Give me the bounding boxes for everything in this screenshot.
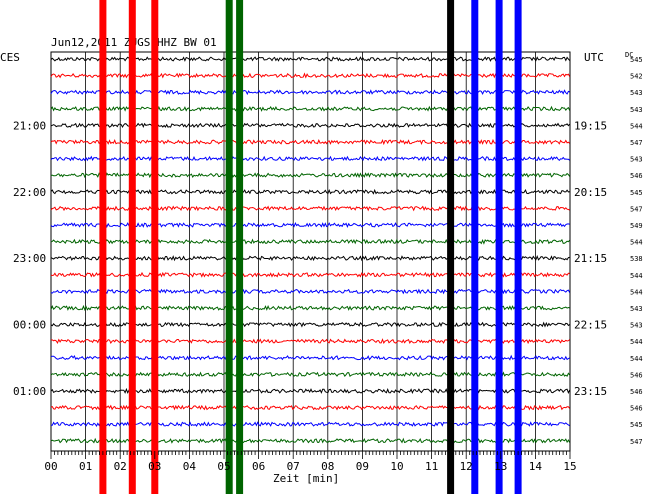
- trace-line: [50, 72, 571, 79]
- dc-offset-label: 543: [630, 89, 643, 97]
- dc-offset-label: 543: [630, 156, 643, 164]
- left-hour-label: 01:00: [13, 385, 46, 398]
- event-band: [471, 0, 479, 494]
- right-unit-label: DC: [625, 51, 633, 59]
- left-hour-label: 21:00: [13, 119, 46, 132]
- dc-offset-label: 547: [630, 139, 643, 147]
- event-band: [514, 0, 522, 494]
- trace-line: [50, 105, 571, 112]
- dc-offset-label: 544: [630, 338, 643, 346]
- dc-offset-label: 544: [630, 272, 643, 280]
- x-tick-label: 01: [79, 460, 92, 473]
- x-tick-label: 03: [148, 460, 161, 473]
- trace-line: [51, 421, 570, 428]
- trace-line: [50, 122, 571, 129]
- grid: [50, 51, 571, 452]
- right-time-label: 21:15: [574, 252, 607, 265]
- dc-offset-label: 546: [630, 405, 643, 413]
- trace-line: [50, 321, 570, 328]
- x-tick-label: 07: [287, 460, 300, 473]
- dc-offset-label: 544: [630, 288, 643, 296]
- left-hour-label: 22:00: [13, 186, 46, 199]
- x-tick-label: 13: [494, 460, 507, 473]
- dc-offset-label: 549: [630, 222, 643, 230]
- dc-offset-label: 546: [630, 371, 643, 379]
- dc-offset-label: 545: [630, 56, 643, 64]
- trace-line: [50, 238, 571, 245]
- trace-line: [50, 338, 571, 345]
- trace-line: [50, 56, 571, 62]
- trace-line: [50, 138, 571, 146]
- trace-line: [50, 404, 571, 411]
- dc-offset-label: 538: [630, 255, 643, 263]
- trace-line: [50, 205, 570, 212]
- dc-offset-label: 544: [630, 122, 643, 130]
- dc-offset-label: 544: [630, 239, 643, 247]
- x-tick-label: 10: [390, 460, 403, 473]
- x-tick-label: 05: [217, 460, 230, 473]
- x-tick-label: 14: [529, 460, 543, 473]
- right-time-label: 20:15: [574, 186, 607, 199]
- dc-offset-label: 544: [630, 355, 643, 363]
- x-tick-label: 00: [44, 460, 57, 473]
- trace-line: [50, 271, 570, 278]
- trace-line: [50, 288, 571, 295]
- trace-line: [50, 89, 570, 96]
- event-band: [225, 0, 233, 494]
- dc-offset-label: 546: [630, 172, 643, 180]
- event-band: [495, 0, 503, 494]
- trace-line: [50, 371, 571, 378]
- event-band: [128, 0, 136, 494]
- event-band: [151, 0, 159, 494]
- x-tick-label: 15: [563, 460, 576, 473]
- right-time-axis: 19:15 20:15 21:15 22:15 23:15: [574, 119, 607, 398]
- left-timezone-label: CES: [0, 51, 20, 64]
- dc-offset-label: 547: [630, 438, 643, 446]
- trace-line: [50, 437, 571, 444]
- dc-offset-label: 545: [630, 421, 643, 429]
- dc-offset-label: 546: [630, 388, 643, 396]
- trace-line: [50, 155, 570, 162]
- dc-offset-label: 543: [630, 322, 643, 330]
- x-tick-label: 04: [183, 460, 197, 473]
- x-tick-label: 06: [252, 460, 265, 473]
- x-tick-label: 09: [356, 460, 369, 473]
- left-hour-label: 00:00: [13, 319, 46, 332]
- trace-line: [50, 188, 570, 195]
- x-tick-label: 02: [114, 460, 127, 473]
- trace-line: [50, 222, 570, 228]
- right-time-label: 23:15: [574, 385, 607, 398]
- dc-offset-label: 547: [630, 205, 643, 213]
- dc-offset-label: 542: [630, 73, 643, 81]
- right-time-label: 19:15: [574, 119, 607, 132]
- event-band: [447, 0, 455, 494]
- left-hour-label: 23:00: [13, 252, 46, 265]
- event-band: [99, 0, 107, 494]
- x-tick-label: 12: [460, 460, 473, 473]
- trace-line: [50, 387, 571, 394]
- trace-line: [50, 172, 571, 179]
- dc-offset-label: 543: [630, 305, 643, 313]
- right-timezone-label: UTC: [584, 51, 604, 64]
- x-tick-label: 11: [425, 460, 438, 473]
- left-time-axis: 21:00 22:00 23:00 00:00 01:00: [13, 119, 46, 398]
- dc-offset-label: 543: [630, 106, 643, 114]
- event-band: [236, 0, 244, 494]
- x-tick-label: 08: [321, 460, 334, 473]
- trace-group: [50, 56, 571, 444]
- event-group: [99, 0, 522, 494]
- trace-line: [50, 354, 570, 361]
- dc-offset-column: 545 542 543 543 544 547 543 546 545 547 549 544 538 5…: [630, 56, 643, 446]
- x-axis-label: Zeit [min]: [273, 472, 339, 485]
- x-axis: 00 01 02 03 04 05 06 07 08 09 10 11 12 13 14 15: [44, 451, 577, 473]
- right-time-label: 22:15: [574, 319, 607, 332]
- trace-line: [50, 255, 570, 262]
- dc-offset-label: 545: [630, 189, 643, 197]
- trace-line: [50, 304, 570, 312]
